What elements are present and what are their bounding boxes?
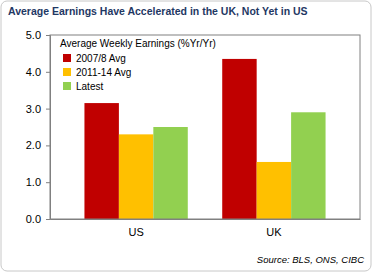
bar [119,134,153,219]
bar-series [153,112,325,219]
y-tick-mark [46,72,50,73]
bars [84,59,325,219]
title: Average Earnings Have Accelerated in the… [8,5,308,17]
y-tick: 5.0 [26,29,50,41]
y-tick-mark [46,219,50,220]
bar-series [119,134,291,219]
source: Source: BLS, ONS, CIBC [257,254,364,265]
plot: 0.0 1.0 2.0 3.0 4.0 5.0 US UK Average Weekly Ear… [26,29,361,238]
y-tick: 0.0 [26,213,50,225]
y-tick-mark [46,109,50,110]
y-tick-label: 0.0 [26,213,41,225]
y-tick-label: 1.0 [26,176,41,188]
plot-frame [50,35,360,219]
y-tick-mark [46,182,50,183]
bar [222,59,256,219]
y-tick-label: 4.0 [26,66,41,78]
y-tick-label: 2.0 [26,139,41,151]
bar [257,162,291,219]
bar [153,127,187,219]
chart-border [1,1,371,271]
y-tick-mark [46,145,50,146]
x-axis: US UK [51,219,361,238]
legend-label: 2011-14 Avg [76,67,131,78]
y-axis: 0.0 1.0 2.0 3.0 4.0 5.0 [26,29,51,225]
x-tick-label: US [128,226,143,238]
bar [291,112,325,219]
y-tick-label: 3.0 [26,103,41,115]
y-tick-mark [46,35,50,36]
y-tick: 4.0 [26,66,50,78]
legend-label: Latest [76,81,103,92]
chart: Average Earnings Have Accelerated in the… [0,0,372,272]
legend-title: Average Weekly Earnings (%Yr/Yr) [60,38,216,49]
legend: Average Weekly Earnings (%Yr/Yr) 2007/8 A… [60,38,216,92]
legend-swatch [63,82,71,90]
x-axis-line [51,219,361,220]
y-tick: 1.0 [26,176,50,188]
legend-label: 2007/8 Avg [76,53,126,64]
legend-swatch [63,54,71,62]
y-tick-label: 5.0 [26,29,41,41]
y-axis-line [46,36,51,220]
y-tick: 2.0 [26,139,50,151]
bar [84,103,118,219]
y-tick: 3.0 [26,103,50,115]
legend-swatch [63,68,71,76]
x-tick: UK [266,219,282,238]
x-tick: US [128,219,143,238]
bar-series [84,59,256,219]
x-tick-label: UK [266,226,282,238]
